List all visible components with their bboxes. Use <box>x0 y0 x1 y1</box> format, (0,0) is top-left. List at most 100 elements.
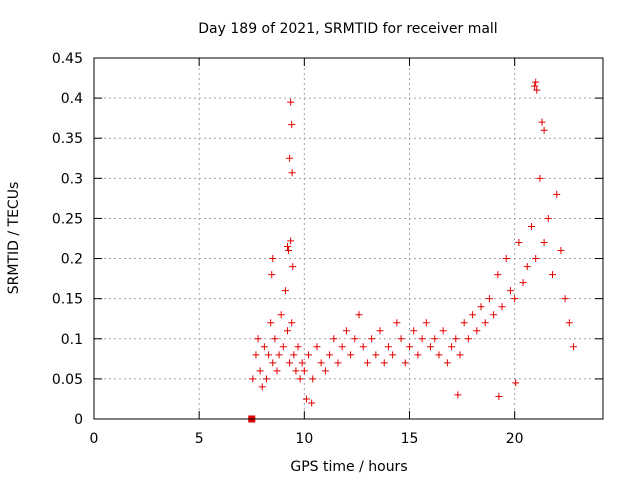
data-point <box>308 399 316 407</box>
data-point <box>481 319 489 327</box>
data-point <box>494 271 502 279</box>
y-tick-label: 0.3 <box>61 171 83 187</box>
data-point <box>410 327 418 335</box>
data-point <box>289 263 297 271</box>
data-point <box>288 319 296 327</box>
data-point <box>384 343 392 351</box>
data-point <box>511 295 519 303</box>
data-point <box>273 367 281 375</box>
data-point <box>431 335 439 343</box>
grid <box>94 58 603 419</box>
data-point <box>460 319 468 327</box>
data-point <box>334 359 342 367</box>
data-point <box>298 359 306 367</box>
data-point <box>405 343 413 351</box>
data-point <box>540 239 548 247</box>
data-point <box>279 343 287 351</box>
y-tick-label: 0 <box>74 412 83 428</box>
data-point <box>456 351 464 359</box>
x-axis-label: GPS time / hours <box>290 459 407 475</box>
y-tick-label: 0.15 <box>52 292 83 308</box>
y-tick-label: 0.25 <box>52 211 83 227</box>
data-point <box>300 367 308 375</box>
y-axis-label: SRMTID / TECUs <box>6 182 22 295</box>
data-point <box>287 98 295 106</box>
data-point <box>527 222 535 230</box>
data-point <box>557 247 565 255</box>
data-point <box>338 343 346 351</box>
data-point <box>342 327 350 335</box>
data-point <box>260 343 268 351</box>
data-point <box>570 343 578 351</box>
data-point <box>271 335 279 343</box>
data-point <box>538 118 546 126</box>
data-point <box>532 255 540 263</box>
data-point <box>359 343 367 351</box>
data-point <box>287 237 295 245</box>
data-point <box>286 154 294 162</box>
data-point <box>473 327 481 335</box>
data-point <box>268 271 276 279</box>
data-point <box>533 86 541 94</box>
data-point <box>414 351 422 359</box>
data-point <box>286 359 294 367</box>
data-point <box>439 327 447 335</box>
data-point <box>269 255 277 263</box>
data-point <box>565 319 573 327</box>
y-tick-label: 0.45 <box>52 51 83 67</box>
data-point <box>536 174 544 182</box>
data-point <box>269 359 277 367</box>
data-point <box>277 311 285 319</box>
y-tick-label: 0.05 <box>52 372 83 388</box>
data-point <box>519 279 527 287</box>
data-point <box>288 121 296 129</box>
data-point <box>540 126 548 134</box>
data-point <box>401 359 409 367</box>
data-point <box>512 379 520 387</box>
data-point <box>448 343 456 351</box>
data-point <box>355 311 363 319</box>
y-tick-label: 0.4 <box>61 91 83 107</box>
data-point <box>256 367 264 375</box>
data-point <box>285 247 293 255</box>
data-point <box>498 303 506 311</box>
data-point <box>454 391 462 399</box>
data-point <box>380 359 388 367</box>
data-point <box>549 271 557 279</box>
data-point <box>363 359 371 367</box>
data-point <box>376 327 384 335</box>
data-point <box>523 263 531 271</box>
plot-frame <box>93 57 604 420</box>
data-point <box>288 169 296 177</box>
data-point <box>267 319 275 327</box>
data-point <box>495 393 503 401</box>
data-point <box>561 295 569 303</box>
data-point <box>418 335 426 343</box>
data-point <box>368 335 376 343</box>
data-point <box>284 327 292 335</box>
data-point <box>309 375 317 383</box>
x-tick-label: 10 <box>295 431 313 447</box>
data-point <box>294 343 302 351</box>
data-point <box>531 82 539 90</box>
data-point <box>258 383 266 391</box>
data-point <box>490 311 498 319</box>
x-tick-label: 5 <box>195 431 204 447</box>
data-point <box>464 335 472 343</box>
data-point <box>393 319 401 327</box>
data-point <box>506 287 514 295</box>
data-point <box>249 375 257 383</box>
data-point <box>275 351 283 359</box>
data-point <box>452 335 460 343</box>
ticks: 0 0.05 0.1 0.15 0.2 0.25 0.3 0.35 0.4 0.45 0 5 10 15 2… <box>52 51 603 447</box>
data-point <box>313 343 321 351</box>
data-point <box>347 351 355 359</box>
data-point <box>372 351 380 359</box>
data-point <box>290 351 298 359</box>
chart-title: Day 189 of 2021, SRMTID for receiver mal… <box>198 21 497 37</box>
y-tick-label: 0.35 <box>52 131 83 147</box>
data-point <box>254 335 262 343</box>
data-point <box>469 311 477 319</box>
data-point <box>296 375 304 383</box>
